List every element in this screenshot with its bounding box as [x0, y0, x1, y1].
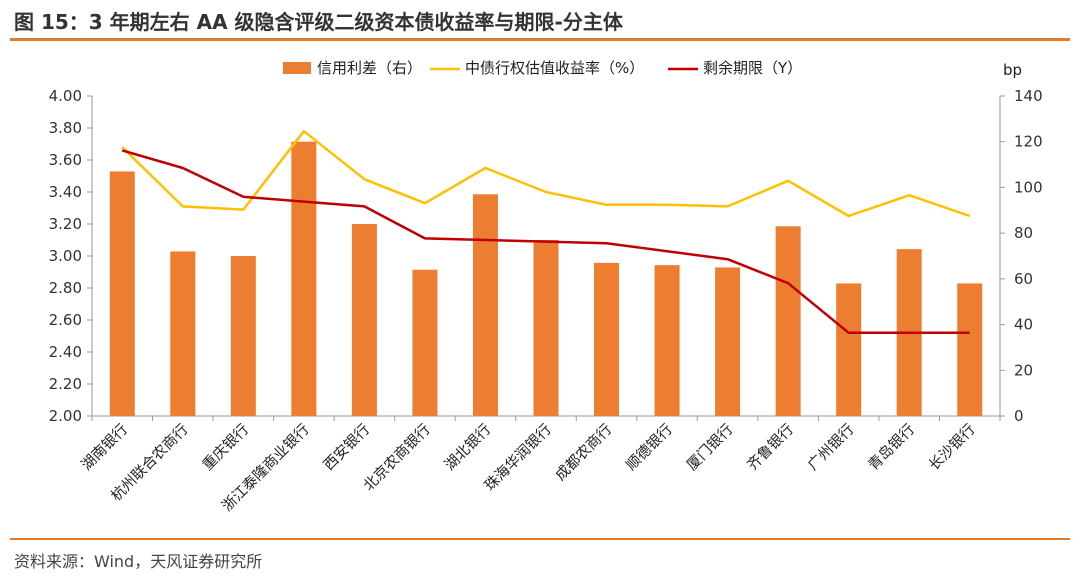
left-tick-label: 3.80: [49, 119, 82, 137]
bar-credit-spread: [351, 224, 377, 416]
left-tick-label: 3.20: [49, 215, 82, 233]
left-tick-label: 2.60: [49, 311, 82, 329]
legend-label: 信用利差（右）: [317, 59, 422, 77]
left-tick-label: 2.40: [49, 343, 82, 361]
bar-credit-spread: [472, 194, 498, 416]
right-tick-label: 80: [1014, 224, 1033, 242]
left-tick-label: 4.00: [49, 87, 82, 105]
right-tick-label: 0: [1014, 407, 1024, 425]
category-label: 长沙银行: [926, 421, 979, 474]
legend-label: 剩余期限（Y）: [703, 59, 802, 77]
left-tick-label: 2.00: [49, 407, 82, 425]
left-tick-label: 2.20: [49, 375, 82, 393]
right-tick-label: 120: [1014, 133, 1043, 151]
left-tick-label: 3.60: [49, 151, 82, 169]
category-label: 厦门银行: [683, 421, 736, 474]
combo-chart: 2.00 2.20 2.40 2.60 2.80 3.00 3.20 3.40 3.60 3.80…: [49, 59, 1043, 515]
right-tick-label: 100: [1014, 178, 1043, 196]
right-tick-label: 140: [1014, 87, 1043, 105]
category-label: 成都农商行: [552, 421, 615, 484]
source-rule: [10, 538, 1070, 540]
bar-credit-spread: [533, 240, 559, 416]
bar-credit-spread: [109, 171, 135, 416]
line-yield: [121, 129, 971, 218]
right-tick-label: 20: [1014, 361, 1033, 379]
category-label: 广州银行: [804, 421, 857, 474]
bar-credit-spread: [291, 141, 317, 416]
legend-swatch-bar: [283, 62, 311, 74]
left-tick-label: 3.40: [49, 183, 82, 201]
category-label: 西安银行: [320, 421, 373, 474]
bar-credit-spread: [836, 283, 862, 416]
right-tick-label: 60: [1014, 270, 1033, 288]
category-label: 湖北银行: [441, 421, 494, 474]
title-rule: [10, 38, 1070, 41]
left-tick-label: 2.80: [49, 279, 82, 297]
line-remaining-term: [121, 149, 970, 335]
bar-credit-spread: [957, 283, 983, 416]
category-label: 湖南银行: [78, 421, 131, 474]
right-tick-label: 40: [1014, 316, 1033, 334]
bar-credit-spread: [775, 226, 801, 416]
bar-credit-spread: [715, 267, 741, 416]
category-label: 青岛银行: [865, 421, 918, 474]
category-label: 重庆银行: [199, 421, 252, 474]
bar-credit-spread: [594, 262, 620, 416]
category-label: 齐鲁银行: [744, 421, 797, 474]
source-note: 资料来源：Wind，天风证券研究所: [14, 552, 263, 571]
bar-credit-spread: [230, 256, 256, 416]
bar-credit-spread: [170, 251, 196, 416]
bar-credit-spread: [654, 265, 680, 416]
legend-label: 中债行权估值收益率（%）: [465, 59, 644, 77]
bar-credit-spread: [412, 269, 438, 416]
right-axis-unit: bp: [1003, 61, 1022, 79]
figure-title: 图 15：3 年期左右 AA 级隐含评级二级资本债收益率与期限-分主体: [14, 10, 623, 34]
category-label: 顺德银行: [623, 421, 676, 474]
left-tick-label: 3.00: [49, 247, 82, 265]
